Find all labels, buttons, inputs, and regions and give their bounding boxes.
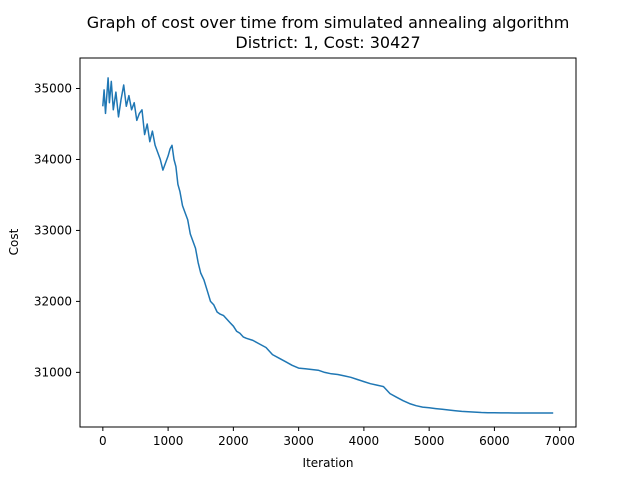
y-axis-ticks: 31000 32000 33000 34000 35000: [34, 82, 80, 379]
y-tick-label: 31000: [34, 365, 72, 379]
x-tick-label: 1000: [153, 434, 184, 448]
x-tick-label: 5000: [414, 434, 445, 448]
cost-series-line: [102, 77, 554, 414]
y-axis-label: Cost: [7, 228, 21, 255]
chart-subtitle: District: 1, Cost: 30427: [235, 33, 420, 52]
x-axis-ticks: 0 1000 2000 3000 4000 5000 6000 7000: [99, 427, 575, 448]
x-axis-label: Iteration: [303, 456, 354, 470]
x-tick-label: 6000: [479, 434, 510, 448]
y-tick-label: 33000: [34, 223, 72, 237]
y-tick-label: 35000: [34, 82, 72, 96]
plot-frame: [79, 57, 577, 428]
x-tick-label: 7000: [544, 434, 575, 448]
series-layer: [102, 77, 554, 414]
x-tick-label: 3000: [283, 434, 314, 448]
x-tick-label: 2000: [218, 434, 249, 448]
x-tick-label: 4000: [349, 434, 380, 448]
x-tick-label: 0: [99, 434, 107, 448]
y-tick-label: 32000: [34, 294, 72, 308]
chart-title: Graph of cost over time from simulated a…: [87, 13, 570, 32]
y-tick-label: 34000: [34, 152, 72, 166]
